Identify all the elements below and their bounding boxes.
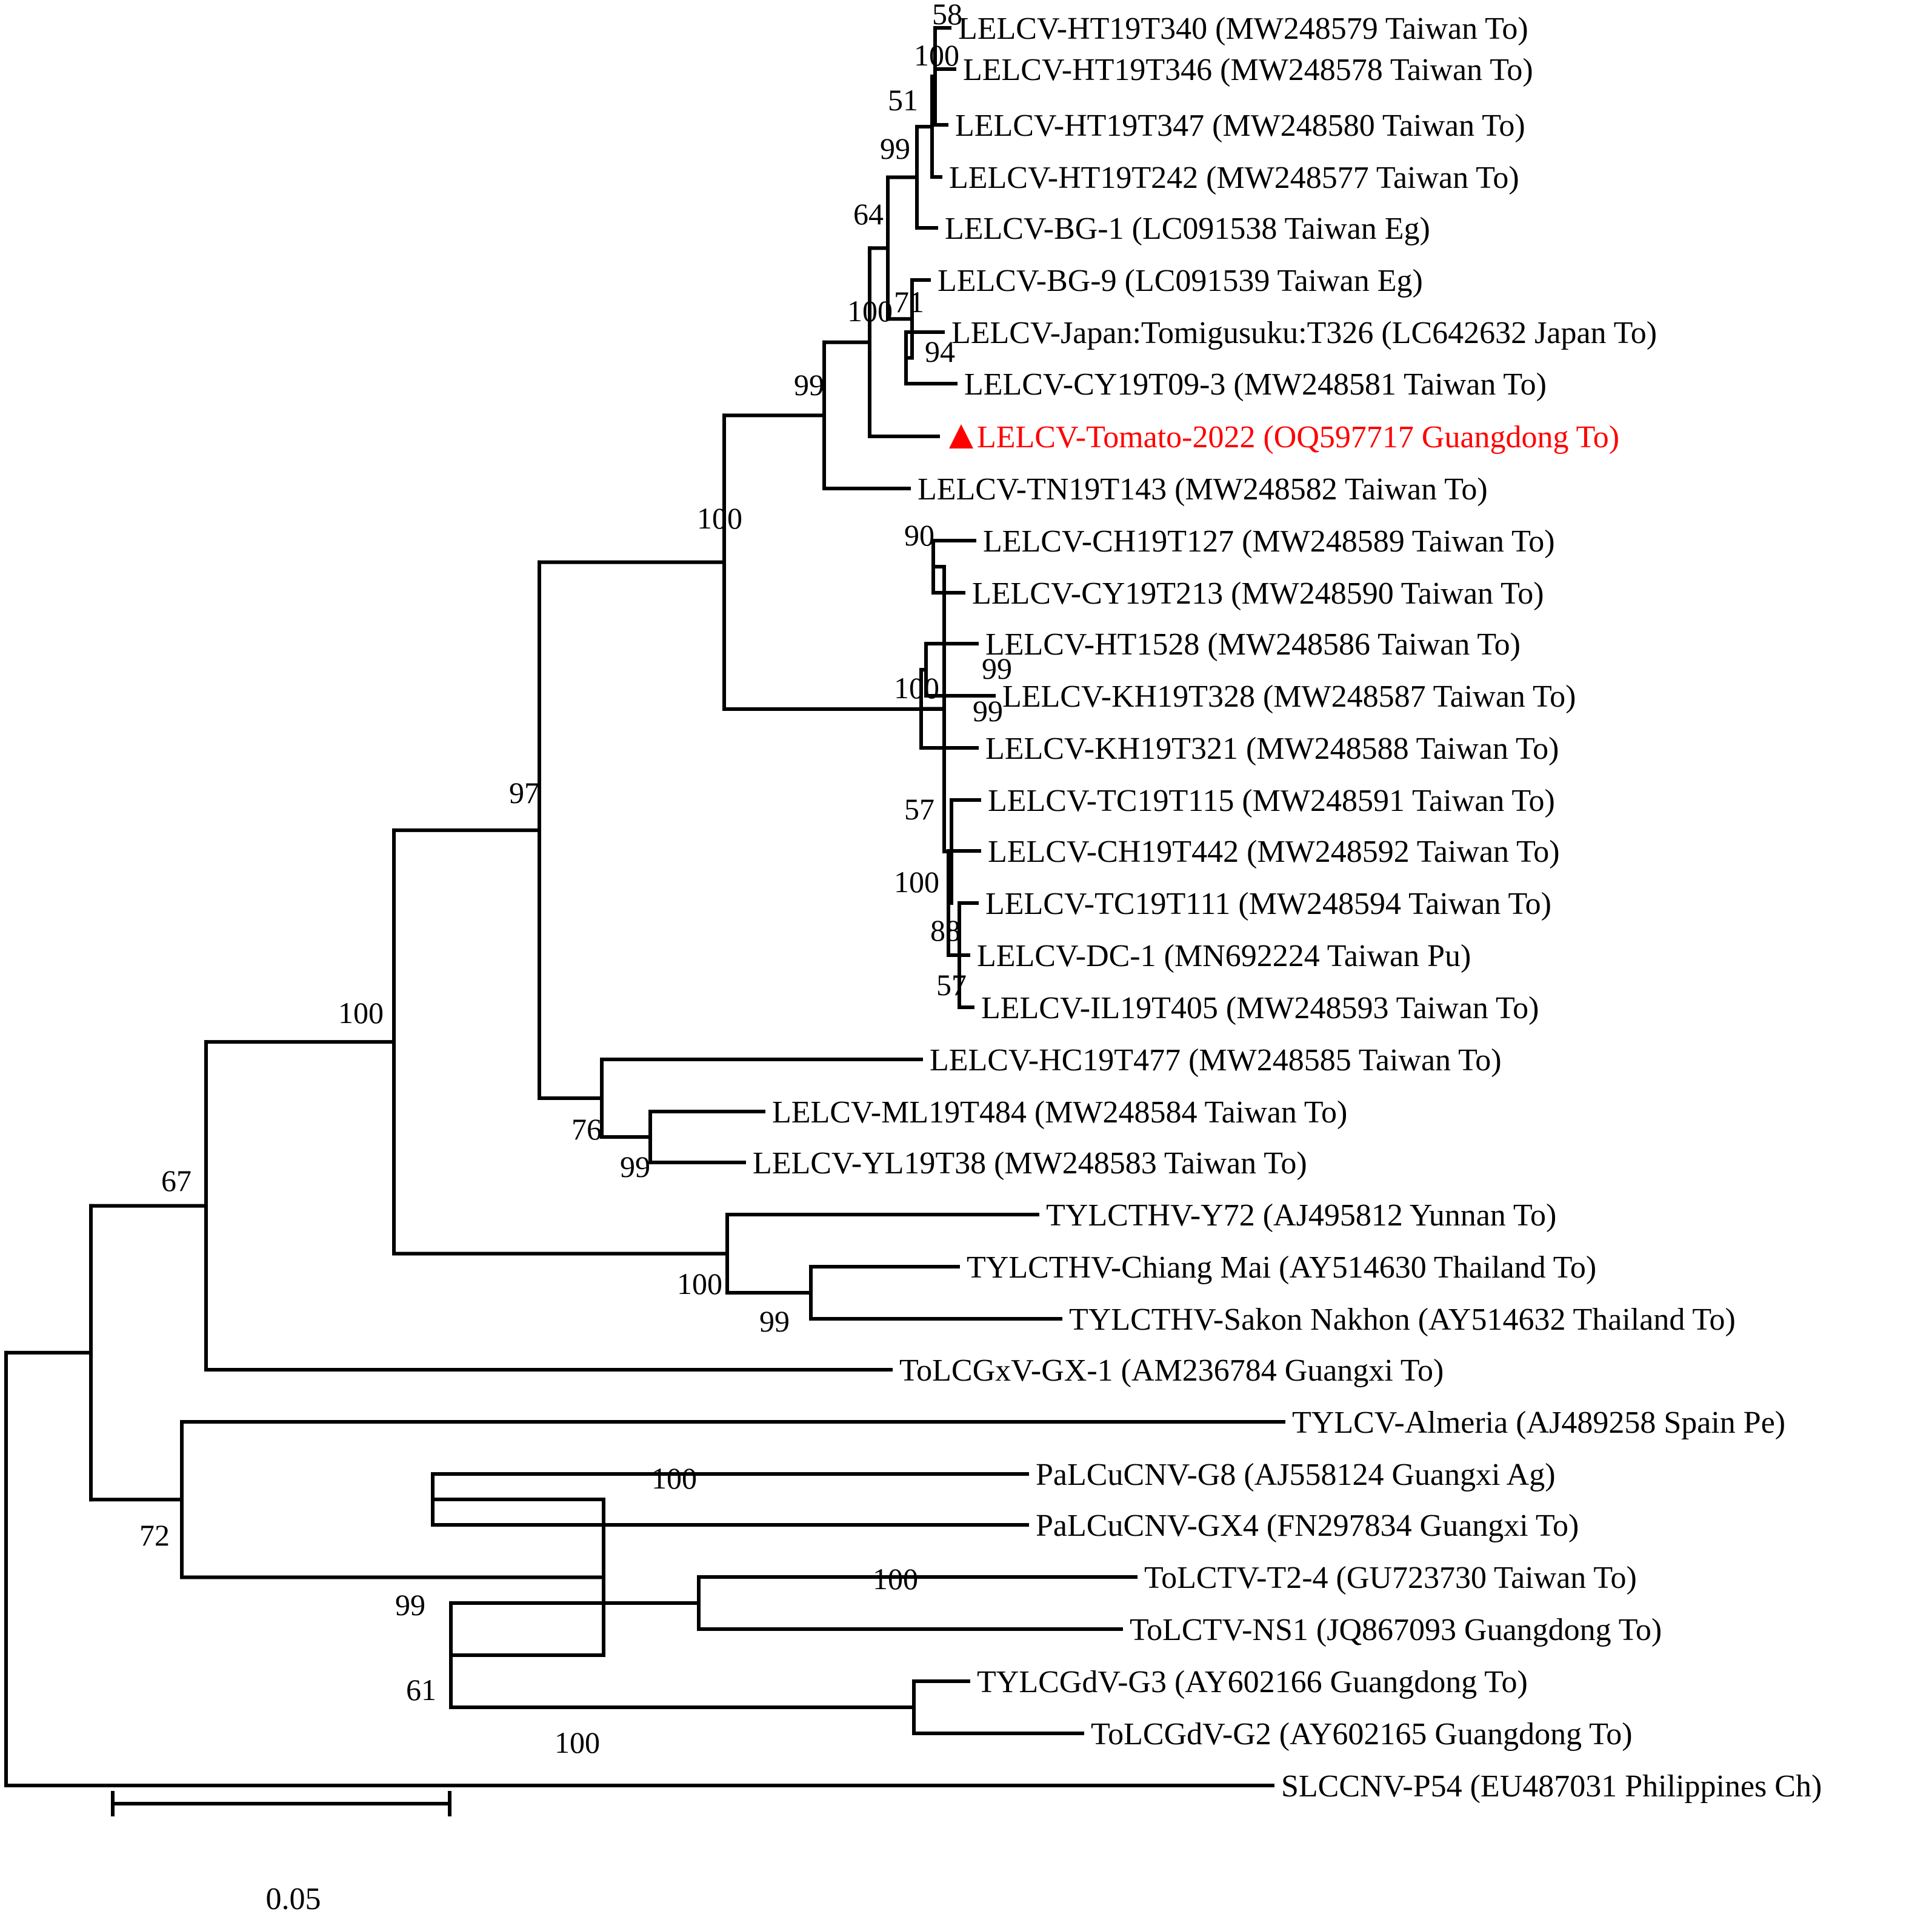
bootstrap-value: 57 xyxy=(936,968,967,1002)
bootstrap-value: 97 xyxy=(509,776,539,810)
taxon-label: TYLCGdV-G3 (AY602166 Guangdong To) xyxy=(977,1665,1528,1699)
taxon-label: LELCV-ML19T484 (MW248584 Taiwan To) xyxy=(772,1095,1347,1130)
taxon-label: LELCV-HT1528 (MW248586 Taiwan To) xyxy=(985,627,1521,662)
bootstrap-value: 76 xyxy=(571,1112,602,1146)
bootstrap-value: 99 xyxy=(794,368,824,402)
taxon-label: LELCV-HC19T477 (MW248585 Taiwan To) xyxy=(930,1043,1502,1078)
taxon-label: LELCV-KH19T321 (MW248588 Taiwan To) xyxy=(985,732,1559,766)
taxon-label: LELCV-TN19T143 (MW248582 Taiwan To) xyxy=(918,472,1488,507)
bootstrap-value: 100 xyxy=(873,1562,918,1596)
taxon-label: LELCV-HT19T340 (MW248579 Taiwan To) xyxy=(958,12,1528,46)
taxon-label: LELCV-TC19T115 (MW248591 Taiwan To) xyxy=(988,784,1555,818)
scale-bar-label: 0.05 xyxy=(266,1882,321,1916)
bootstrap-value: 100 xyxy=(697,501,742,535)
taxon-label: LELCV-IL19T405 (MW248593 Taiwan To) xyxy=(981,991,1539,1025)
bootstrap-value: 100 xyxy=(555,1725,600,1759)
taxon-label: LELCV-CH19T127 (MW248589 Taiwan To) xyxy=(983,524,1555,559)
taxon-label: TYLCTHV-Sakon Nakhon (AY514632 Thailand … xyxy=(1069,1302,1736,1337)
bootstrap-value: 71 xyxy=(894,285,924,319)
tree-branches xyxy=(4,26,1285,1787)
taxon-label: LELCV-TC19T111 (MW248594 Taiwan To) xyxy=(985,887,1551,921)
taxon-label: PaLCuCNV-G8 (AJ558124 Guangxi Ag) xyxy=(1036,1458,1556,1492)
taxon-label: PaLCuCNV-GX4 (FN297834 Guangxi To) xyxy=(1036,1509,1579,1543)
taxon-labels: LELCV-HT19T340 (MW248579 Taiwan To) LELCV… xyxy=(753,12,1822,1804)
taxon-label: LELCV-BG-1 (LC091538 Taiwan Eg) xyxy=(945,212,1430,246)
taxon-label: LELCV-CH19T442 (MW248592 Taiwan To) xyxy=(988,835,1560,869)
highlight-triangle-icon xyxy=(949,424,973,448)
taxon-label: LELCV-HT19T347 (MW248580 Taiwan To) xyxy=(955,108,1525,143)
bootstrap-value: 99 xyxy=(620,1150,650,1184)
taxon-label: TYLCV-Almeria (AJ489258 Spain Pe) xyxy=(1292,1405,1785,1440)
taxon-label: LELCV-CY19T09-3 (MW248581 Taiwan To) xyxy=(964,367,1547,402)
bootstrap-value: 100 xyxy=(847,294,893,328)
bootstrap-value: 94 xyxy=(925,335,955,368)
bootstrap-value: 99 xyxy=(759,1304,790,1338)
bootstrap-value: 58 xyxy=(932,0,962,31)
bootstrap-value: 99 xyxy=(973,694,1003,728)
taxon-label: LELCV-HT19T242 (MW248577 Taiwan To) xyxy=(949,161,1519,195)
taxon-label: LELCV-BG-9 (LC091539 Taiwan Eg) xyxy=(938,264,1423,298)
bootstrap-value: 100 xyxy=(894,865,939,899)
taxon-label: LELCV-Japan:Tomigusuku:T326 (LC642632 Ja… xyxy=(951,316,1657,350)
bootstrap-value: 61 xyxy=(406,1673,436,1707)
bootstrap-value: 100 xyxy=(338,996,384,1030)
taxon-label: LELCV-KH19T328 (MW248587 Taiwan To) xyxy=(1002,679,1576,714)
bootstrap-value: 100 xyxy=(651,1461,697,1495)
taxon-label: LELCV-YL19T38 (MW248583 Taiwan To) xyxy=(753,1146,1307,1181)
taxon-label: LELCV-DC-1 (MN692224 Taiwan Pu) xyxy=(977,939,1471,973)
taxon-label: LELCV-CY19T213 (MW248590 Taiwan To) xyxy=(972,576,1544,611)
taxon-label: ToLCGdV-G2 (AY602165 Guangdong To) xyxy=(1091,1717,1633,1752)
bootstrap-value: 51 xyxy=(888,83,918,117)
taxon-label: SLCCNV-P54 (EU487031 Philippines Ch) xyxy=(1281,1769,1822,1804)
taxon-label: LELCV-Tomato-2022 (OQ597717 Guangdong To… xyxy=(977,420,1619,455)
bootstrap-value: 64 xyxy=(853,197,884,231)
taxon-label: LELCV-HT19T346 (MW248578 Taiwan To) xyxy=(963,53,1533,87)
taxon-label: ToLCTV-NS1 (JQ867093 Guangdong To) xyxy=(1130,1613,1662,1647)
bootstrap-value: 100 xyxy=(677,1267,722,1301)
bootstrap-value: 72 xyxy=(139,1518,170,1552)
bootstrap-value: 99 xyxy=(982,652,1012,685)
bootstrap-value: 100 xyxy=(914,38,959,72)
taxon-label: ToLCGxV-GX-1 (AM236784 Guangxi To) xyxy=(899,1353,1444,1388)
bootstrap-value: 99 xyxy=(395,1588,425,1622)
bootstrap-value: 99 xyxy=(880,132,910,165)
bootstrap-value: 100 xyxy=(894,671,939,705)
bootstrap-value: 90 xyxy=(904,518,934,552)
taxon-label: ToLCTV-T2-4 (GU723730 Taiwan To) xyxy=(1144,1561,1637,1595)
taxon-label: TYLCTHV-Y72 (AJ495812 Yunnan To) xyxy=(1046,1198,1556,1233)
taxon-label: TYLCTHV-Chiang Mai (AY514630 Thailand To… xyxy=(967,1250,1596,1285)
bootstrap-value: 67 xyxy=(161,1164,192,1198)
scale-bar: 0.05 xyxy=(111,1791,451,1916)
bootstrap-value: 88 xyxy=(930,913,961,947)
bootstrap-value: 57 xyxy=(904,792,934,826)
